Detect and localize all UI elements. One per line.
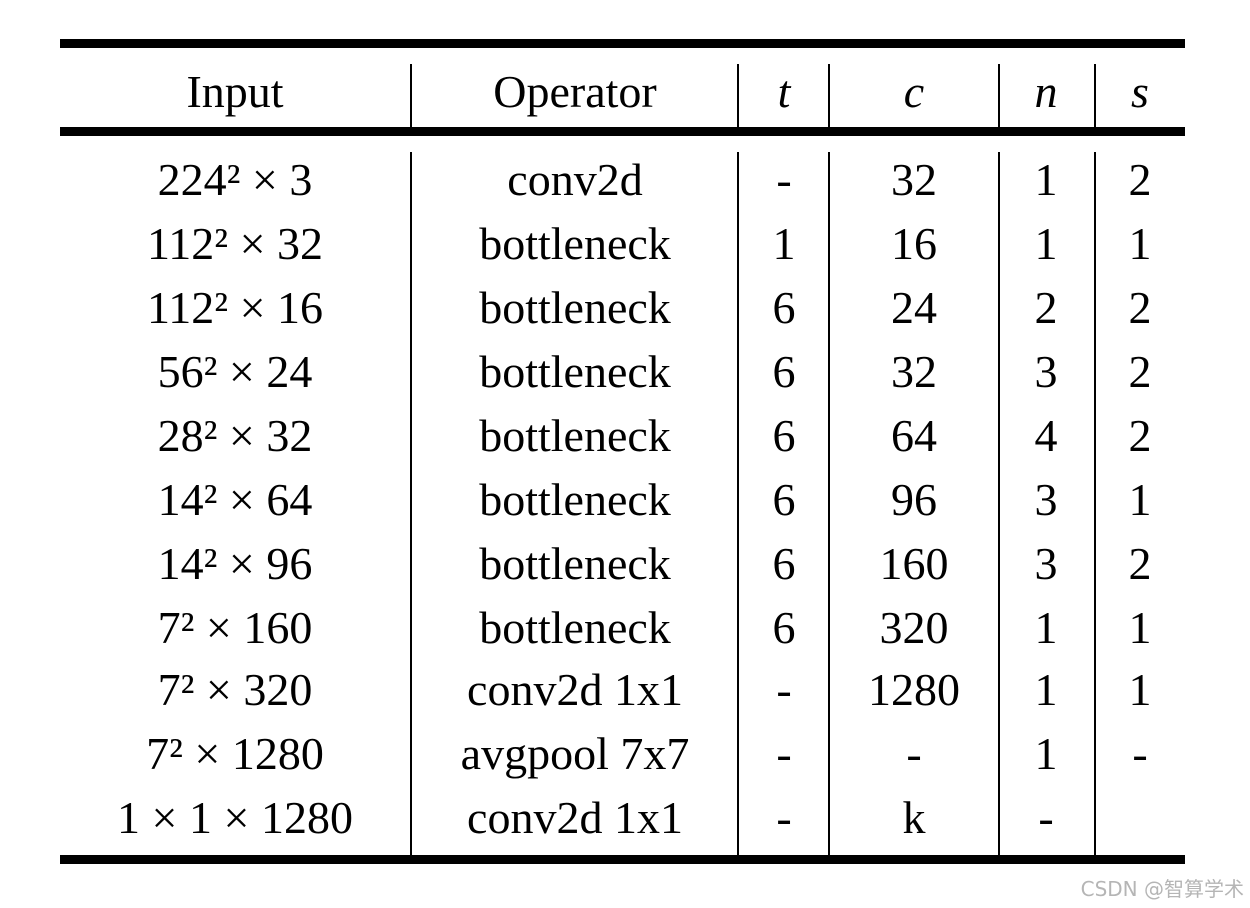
table-cell: 160 — [879, 538, 949, 589]
header-cell: n — [1034, 66, 1058, 117]
table-cell: 96 — [891, 474, 937, 525]
table-cell: 1 — [1034, 602, 1058, 653]
top-rule — [60, 39, 1185, 48]
table-cell: 1 — [1128, 218, 1152, 269]
column-separator — [998, 152, 1000, 855]
table-cell: 6 — [772, 410, 796, 461]
table-cell: 1 — [1128, 664, 1152, 715]
header-cell: t — [777, 66, 791, 117]
table-cell: 1 — [1128, 602, 1152, 653]
column-separator — [737, 64, 739, 127]
table-cell: - — [906, 728, 922, 779]
table-cell: 1280 — [868, 664, 960, 715]
header-cell: s — [1131, 66, 1149, 117]
table-cell: bottleneck — [479, 218, 671, 269]
column-separator — [410, 64, 412, 127]
table-cell: - — [776, 728, 792, 779]
table-cell: 112² × 16 — [146, 282, 324, 333]
table-cell: 2 — [1128, 346, 1152, 397]
table-cell: - — [1038, 792, 1054, 843]
table-cell: 2 — [1128, 282, 1152, 333]
table-cell: 7² × 160 — [157, 602, 313, 653]
table-cell: 32 — [891, 154, 937, 205]
table-cell: 3 — [1034, 346, 1058, 397]
table-cell: 6 — [772, 602, 796, 653]
column-separator — [828, 152, 830, 855]
table-cell: 3 — [1034, 538, 1058, 589]
table-cell: 1 × 1 × 1280 — [117, 792, 353, 843]
table-cell: 2 — [1034, 282, 1058, 333]
table-cell: conv2d — [507, 154, 643, 205]
table-cell: 1 — [1034, 728, 1058, 779]
table-cell: 2 — [1128, 154, 1152, 205]
table-cell: 1 — [1034, 218, 1058, 269]
table-cell: bottleneck — [479, 346, 671, 397]
table-cell: k — [902, 792, 926, 843]
watermark: CSDN @智算学术 — [1080, 877, 1244, 901]
table-cell: 28² × 32 — [157, 410, 313, 461]
table-cell: bottleneck — [479, 474, 671, 525]
table-cell: bottleneck — [479, 282, 671, 333]
table-cell: 32 — [891, 346, 937, 397]
table-cell: 1 — [1128, 474, 1152, 525]
table-cell: 1 — [1034, 154, 1058, 205]
column-separator — [410, 152, 412, 855]
bottom-rule — [60, 855, 1185, 864]
table-cell: - — [776, 792, 792, 843]
table-cell: bottleneck — [479, 538, 671, 589]
table-cell: 1 — [772, 218, 796, 269]
table-cell: 64 — [891, 410, 937, 461]
table-cell: 6 — [772, 346, 796, 397]
column-separator — [998, 64, 1000, 127]
table-cell: - — [776, 664, 792, 715]
table-cell: 2 — [1128, 410, 1152, 461]
header-cell: Operator — [493, 66, 657, 117]
table-cell: 24 — [891, 282, 937, 333]
column-separator — [1094, 64, 1096, 127]
table-cell: 14² × 64 — [157, 474, 313, 525]
table-cell: 7² × 1280 — [146, 728, 324, 779]
table-cell: 56² × 24 — [157, 346, 313, 397]
table-cell: conv2d 1x1 — [467, 664, 683, 715]
table-cell: 14² × 96 — [157, 538, 313, 589]
table-cell: 1 — [1034, 664, 1058, 715]
table-cell: 16 — [891, 218, 937, 269]
table-cell: 7² × 320 — [157, 664, 313, 715]
column-separator — [737, 152, 739, 855]
table-cell: - — [1132, 728, 1148, 779]
table-cell: 2 — [1128, 538, 1152, 589]
header-rule — [60, 127, 1185, 136]
column-separator — [828, 64, 830, 127]
table-cell: bottleneck — [479, 410, 671, 461]
table-cell: 320 — [879, 602, 949, 653]
table-cell: 6 — [772, 538, 796, 589]
table-cell: - — [776, 154, 792, 205]
column-separator — [1094, 152, 1096, 855]
table-cell: 112² × 32 — [146, 218, 324, 269]
table-cell: 6 — [772, 474, 796, 525]
table-cell: avgpool 7x7 — [460, 728, 690, 779]
header-cell: c — [903, 66, 925, 117]
table-cell: 4 — [1034, 410, 1058, 461]
table-cell: 224² × 3 — [157, 154, 313, 205]
header-cell: Input — [186, 66, 284, 117]
table-cell: 3 — [1034, 474, 1058, 525]
table-cell: conv2d 1x1 — [467, 792, 683, 843]
table-cell: 6 — [772, 282, 796, 333]
table-cell: bottleneck — [479, 602, 671, 653]
